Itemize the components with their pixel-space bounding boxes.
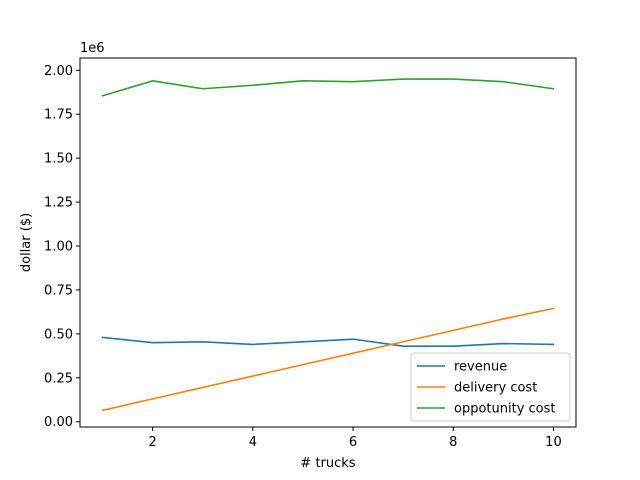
- y-axis-label: dollar ($): [19, 213, 34, 272]
- plot-frame: [79, 57, 577, 428]
- y-axis: 0.00 0.25 0.50 0.75 1.00 1.25 1.50 1.75 2.00: [44, 64, 80, 430]
- y-offset-label: 1e6: [80, 41, 105, 56]
- legend-label: oppotunity cost: [454, 402, 556, 417]
- y-tick-label: 1.75: [44, 108, 73, 123]
- y-tick-label: 0.75: [44, 283, 73, 298]
- y-tick-label: 1.50: [44, 152, 73, 167]
- y-tick-label: 1.25: [44, 196, 73, 211]
- x-axis-label: # trucks: [300, 456, 355, 471]
- series-line-0: [101, 336, 555, 347]
- legend-box: [410, 352, 571, 422]
- x-tick-label: 6: [349, 435, 357, 450]
- x-tick-label: 4: [249, 435, 257, 450]
- legend-label: delivery cost: [454, 381, 537, 396]
- y-tick-label: 0.50: [44, 327, 73, 342]
- series-layer: [101, 78, 555, 412]
- legend: revenue delivery cost oppotunity cost: [410, 352, 571, 422]
- y-tick-label: 1.00: [44, 240, 73, 255]
- series-line-2: [101, 78, 555, 97]
- y-tick-label: 0.25: [44, 371, 73, 386]
- x-tick-label: 8: [449, 435, 457, 450]
- x-axis: 2 4 6 8 10: [149, 427, 562, 450]
- y-tick-label: 0.00: [44, 415, 73, 430]
- x-tick-label: 10: [545, 435, 562, 450]
- y-tick-label: 2.00: [44, 64, 73, 79]
- series-line-1: [101, 307, 555, 412]
- legend-label: revenue: [454, 360, 507, 375]
- x-tick-label: 2: [149, 435, 157, 450]
